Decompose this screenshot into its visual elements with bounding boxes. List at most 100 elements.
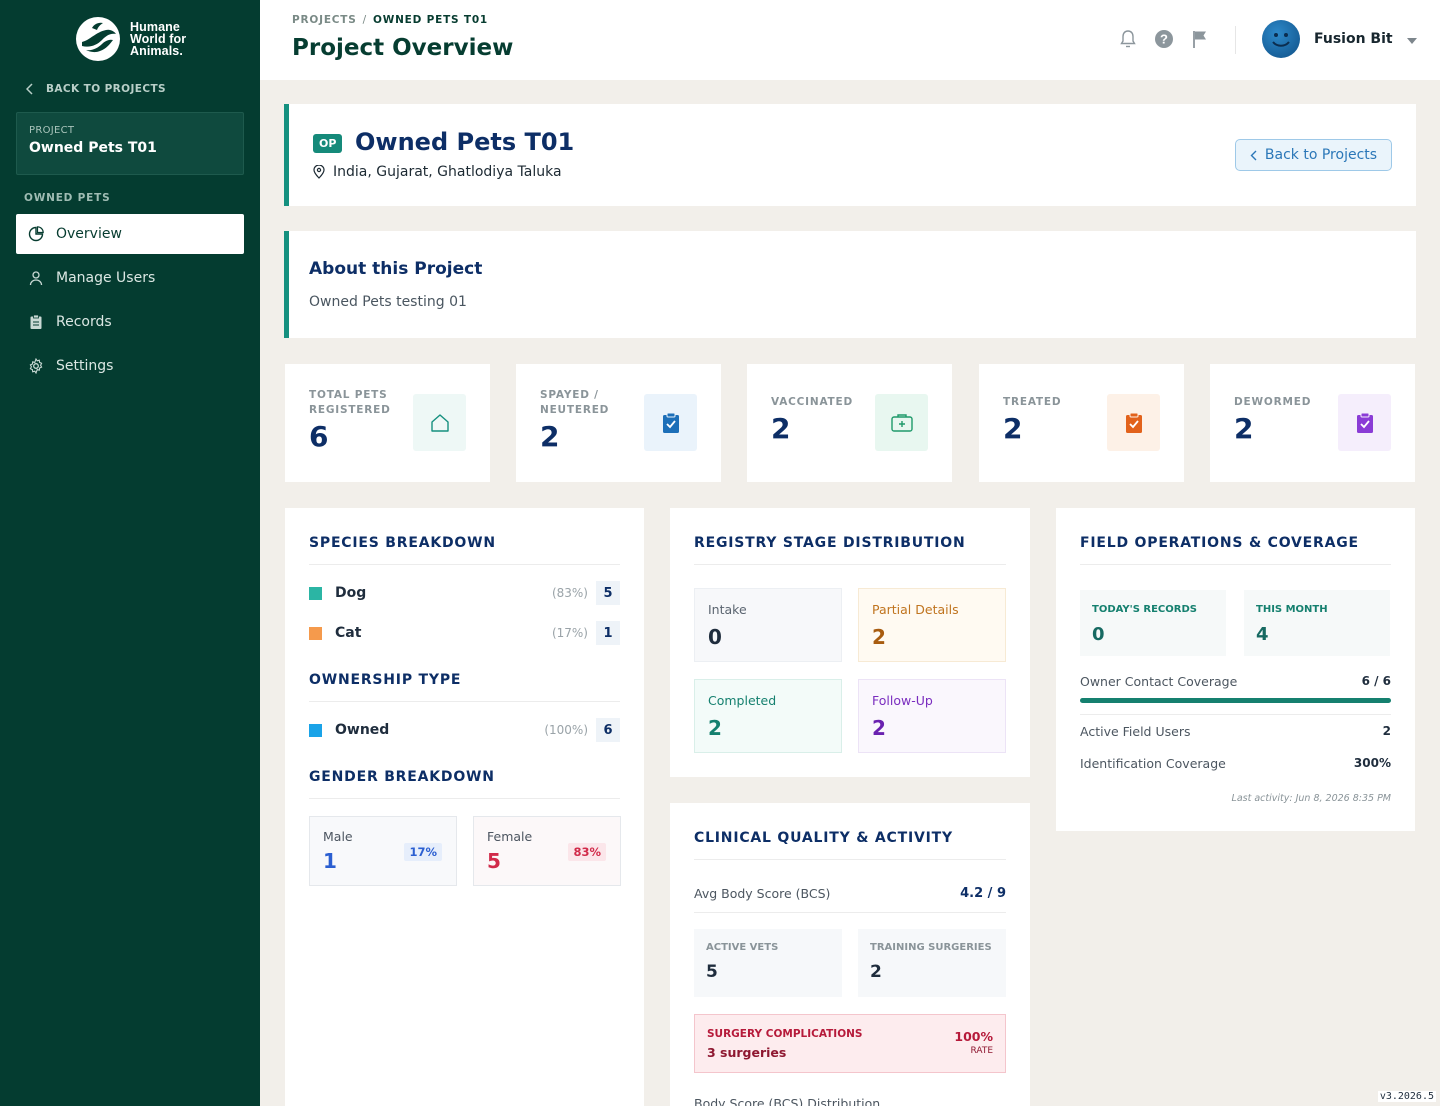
stat-label: TREATED [1003,396,1062,408]
owner-contact-progress-fill [1080,698,1391,703]
pie-chart-icon [28,226,44,242]
back-to-projects-link[interactable]: BACK TO PROJECTS [26,83,166,95]
stat-label: TOTAL PETS REGISTERED [309,389,391,416]
todays-records-label: TODAY'S RECORDS [1092,604,1197,615]
ownership-pct: (100%) [544,723,588,737]
divider [1080,714,1391,715]
sidebar-item-settings[interactable]: Settings [16,346,244,386]
chevron-left-icon [1250,150,1257,160]
help-icon[interactable]: ? [1154,28,1174,50]
sidebar-item-overview[interactable]: Overview [16,214,244,254]
about-description: Owned Pets testing 01 [309,294,467,310]
divider [694,912,1006,913]
sidebar-nav: Overview Manage Users Records Settings [16,214,244,390]
this-month-card: THIS MONTH 4 [1244,590,1390,656]
logo-text-line2: World for [130,32,187,46]
top-bar: PROJECTS / OWNED PETS T01 Project Overview… [260,0,1440,80]
home-icon [430,413,449,432]
sidebar-item-manage-users[interactable]: Manage Users [16,258,244,298]
species-row-cat: Cat (17%) 1 [309,621,620,645]
stat-value: 2 [771,412,791,445]
nav-section-label: OWNED PETS [24,192,111,204]
gender-label: Male [323,829,353,844]
species-pct: (17%) [551,626,588,640]
bell-icon[interactable] [1118,28,1138,50]
breadcrumb: PROJECTS / OWNED PETS T01 [292,14,488,26]
user-menu[interactable]: Fusion Bit [1262,20,1417,58]
training-surgeries-label: TRAINING SURGERIES [870,942,992,953]
logo-text-line1: Humane [130,20,180,34]
surgery-complications-alert: SURGERY COMPLICATIONS 3 surgeries 100% R… [694,1014,1006,1073]
active-field-users-label: Active Field Users [1080,724,1191,739]
gender-value: 5 [487,849,501,873]
registry-panel: REGISTRY STAGE DISTRIBUTION Intake 0 Par… [670,508,1030,777]
logo-text-line3: Animals. [130,44,183,58]
user-icon [29,271,43,286]
stage-label: Completed [708,693,777,708]
stat-card-vaccinated: VACCINATED 2 [747,364,952,482]
clipboard-check-icon [1356,412,1373,433]
clinical-title: CLINICAL QUALITY & ACTIVITY [694,830,953,846]
stat-icon-wrap [1107,394,1160,451]
chevron-left-icon [26,83,33,95]
bcs-value: 4.2 / 9 [960,886,1006,901]
stat-card-treated: TREATED 2 [979,364,1184,482]
stat-icon-wrap [1338,394,1391,451]
flag-icon[interactable] [1190,28,1210,50]
gear-icon [29,358,43,374]
breadcrumb-separator: / [362,14,367,26]
ownership-count: 6 [596,718,620,742]
divider [309,701,620,702]
sidebar-item-label: Records [56,314,112,330]
legend-swatch [309,723,322,737]
species-row-dog: Dog (83%) 5 [309,581,620,605]
project-title: Owned Pets T01 [355,128,575,156]
gender-card-female: Female 5 83% [473,816,621,886]
ownership-name: Owned [335,722,390,738]
complications-label: SURGERY COMPLICATIONS [707,1028,863,1040]
stage-value: 2 [872,716,886,740]
species-name: Dog [335,585,367,601]
back-to-projects-button[interactable]: Back to Projects [1235,139,1392,171]
gender-pct: 83% [568,843,606,861]
bcs-row: Avg Body Score (BCS) 4.2 / 9 [694,886,1006,901]
species-title: SPECIES BREAKDOWN [309,535,496,551]
active-field-users-value: 2 [1382,724,1391,738]
todays-records-card: TODAY'S RECORDS 0 [1080,590,1226,656]
species-pct: (83%) [551,586,588,600]
project-label: PROJECT [29,125,75,136]
stage-value: 2 [708,716,722,740]
stat-icon-wrap [875,394,928,451]
field-ops-panel: FIELD OPERATIONS & COVERAGE TODAY'S RECO… [1056,508,1415,831]
sidebar-item-label: Manage Users [56,270,156,286]
bcs-distribution-label: Body Score (BCS) Distribution [694,1096,881,1106]
complications-count: 3 surgeries [707,1045,787,1060]
owner-contact-value: 6 / 6 [1361,674,1391,688]
last-activity: Last activity: Jun 8, 2026 8:35 PM [1231,793,1391,804]
owner-contact-progress [1080,698,1391,703]
stage-completed: Completed 2 [694,679,842,753]
stat-label: DEWORMED [1234,396,1312,408]
species-count: 1 [596,621,620,645]
stage-value: 2 [872,625,886,649]
legend-swatch [309,586,322,600]
stat-label: SPAYED / NEUTERED [540,389,610,416]
stat-value: 2 [1234,412,1254,445]
owner-contact-label: Owner Contact Coverage [1080,674,1238,689]
divider [694,859,1006,860]
stat-value: 2 [1003,412,1023,445]
active-vets-value: 5 [706,962,718,982]
logo-icon [76,17,120,61]
back-to-projects-label: BACK TO PROJECTS [46,83,166,95]
ownership-row-owned: Owned (100%) 6 [309,718,620,742]
project-location: India, Gujarat, Ghatlodiya Taluka [313,164,562,180]
divider [309,798,620,799]
gender-pct: 17% [404,843,442,861]
clipboard-check-icon [662,412,679,433]
breadcrumb-projects[interactable]: PROJECTS [292,14,357,26]
stage-value: 0 [708,625,722,649]
todays-records-value: 0 [1092,624,1105,645]
clipboard-check-icon [1125,412,1142,433]
sidebar-item-records[interactable]: Records [16,302,244,342]
gender-label: Female [487,829,533,844]
